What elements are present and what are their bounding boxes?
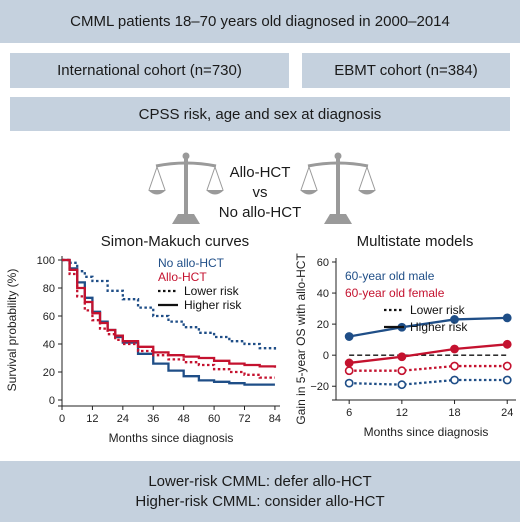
- x-tick-label: 0: [59, 413, 65, 425]
- international-cohort-label: International cohort (n=730): [57, 62, 242, 79]
- data-point: [502, 375, 512, 385]
- x-axis-label: Months since diagnosis: [109, 431, 234, 445]
- data-point: [450, 344, 459, 354]
- data-point: [397, 352, 407, 362]
- series-line: [349, 364, 508, 372]
- legend-label: Allo-HCT: [158, 270, 207, 284]
- x-tick-label: 24: [501, 407, 513, 419]
- y-tick-label: 20: [317, 319, 329, 331]
- x-axis-label: Months since diagnosis: [364, 425, 489, 439]
- comparison-line-1: Allo-HCT: [229, 164, 291, 181]
- data-point: [502, 339, 512, 349]
- series-line: [349, 378, 508, 386]
- data-point: [344, 366, 354, 376]
- y-tick-label: 60: [317, 257, 329, 269]
- y-tick-label: 40: [43, 339, 55, 351]
- simon-makuch-chart: 0 20 40 60 80 100 0 12 24 36 48 60 72 84 Months since …: [5, 255, 281, 445]
- balance-scale-right-icon: [300, 152, 376, 224]
- x-tick-label: 72: [238, 413, 250, 425]
- ebmt-cohort-box: EBMT cohort (n=384): [302, 53, 510, 88]
- series-line: [62, 258, 277, 351]
- x-tick-label: 36: [147, 413, 159, 425]
- series-line: [348, 316, 508, 338]
- data-point: [397, 366, 407, 376]
- balance-scale-left-icon: [148, 152, 224, 224]
- data-point: [450, 361, 459, 371]
- data-point: [502, 361, 512, 371]
- x-tick-label: 18: [448, 407, 460, 419]
- legend-label: Lower risk: [184, 284, 240, 298]
- data-point: [397, 380, 407, 390]
- series-line: [62, 258, 275, 379]
- conclusion-line-1: Lower-risk CMML: defer allo-HCT: [148, 472, 372, 490]
- adjustment-label: CPSS risk, age and sex at diagnosis: [138, 105, 382, 123]
- left-chart-title: Simon-Makuch curves: [100, 233, 250, 250]
- x-tick-label: 24: [117, 413, 129, 425]
- x-tick-label: 48: [178, 413, 190, 425]
- international-cohort-box: International cohort (n=730): [10, 53, 289, 88]
- series-line: [349, 343, 508, 365]
- y-tick-label: 0: [49, 395, 55, 407]
- legend-label: 60-year old female: [345, 286, 445, 300]
- conclusion-line-2: Higher-risk CMML: consider allo-HCT: [135, 492, 385, 510]
- y-tick-label: 20: [43, 367, 55, 379]
- x-tick-label: 12: [396, 407, 408, 419]
- ebmt-cohort-label: EBMT cohort (n=384): [334, 62, 478, 79]
- x-tick-label: 84: [269, 413, 281, 425]
- legend-label: 60-year old male: [345, 269, 435, 283]
- header-title: CMML patients 18–70 years old diagnosed …: [70, 13, 450, 30]
- x-tick-label: 60: [208, 413, 220, 425]
- adjustment-box: CPSS risk, age and sex at diagnosis: [10, 97, 510, 131]
- legend-label: Higher risk: [184, 298, 242, 312]
- legend-label: Lower risk: [410, 303, 466, 317]
- right-chart-title: Multistate models: [356, 233, 474, 250]
- x-tick-label: 6: [346, 407, 352, 419]
- data-point: [450, 315, 459, 324]
- y-axis-label: Gain in 5-year OS with allo-HCT (%): [294, 250, 308, 425]
- y-tick-label: 40: [317, 288, 329, 300]
- legend-label: No allo-HCT: [158, 256, 225, 270]
- multistate-chart: −20 0 20 40 60 6 12 18 24 Months since diagnosis G…: [294, 250, 516, 439]
- y-tick-label: 60: [43, 311, 55, 323]
- comparison-line-3: No allo-HCT: [218, 204, 302, 221]
- series-line: [62, 258, 277, 368]
- y-tick-label: 0: [323, 350, 329, 362]
- data-point: [502, 313, 512, 323]
- conclusion-box: Lower-risk CMML: defer allo-HCT Higher-r…: [0, 461, 520, 522]
- data-point: [450, 375, 459, 385]
- header-box: CMML patients 18–70 years old diagnosed …: [0, 0, 520, 43]
- x-tick-label: 12: [86, 413, 98, 425]
- comparison-text: Allo-HCT vs No allo-HCT: [210, 163, 310, 223]
- data-point: [344, 358, 354, 368]
- y-tick-label: −20: [310, 381, 329, 393]
- legend-label: Higher risk: [410, 320, 468, 334]
- y-tick-label: 80: [43, 283, 55, 295]
- y-tick-label: 100: [37, 255, 55, 267]
- y-axis-label: Survival probability (%): [5, 269, 19, 392]
- data-point: [344, 378, 354, 388]
- data-point: [344, 332, 354, 341]
- comparison-line-2: vs: [252, 184, 268, 201]
